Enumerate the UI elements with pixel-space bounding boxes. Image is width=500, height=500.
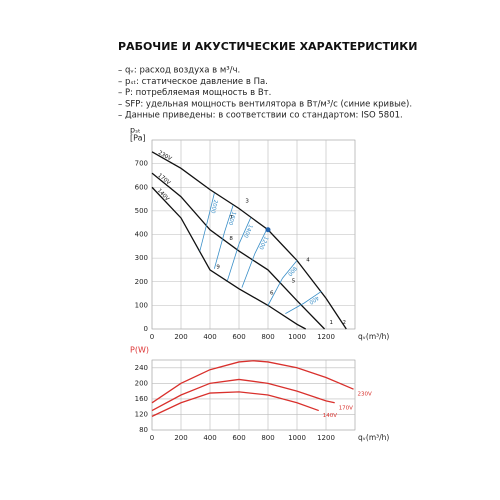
- y-tick-label: 240: [135, 364, 148, 372]
- x-axis-label: qᵥ(m³/h): [358, 433, 389, 442]
- x-axis-label: qᵥ(m³/h): [358, 332, 389, 341]
- curve-label: 230V: [358, 392, 372, 398]
- x-tick-label: 400: [203, 434, 216, 442]
- sfp-curve: [213, 204, 234, 269]
- y-tick-label: 600: [135, 183, 148, 191]
- y-tick-label: 300: [135, 254, 148, 262]
- curve: [151, 391, 319, 417]
- point-label: 3: [245, 198, 249, 204]
- curve-label: 2000: [209, 199, 218, 215]
- note: – Данные приведены: в соответствии со ст…: [118, 111, 403, 121]
- x-tick-label: 1200: [317, 434, 335, 442]
- x-tick-label: 400: [203, 333, 216, 341]
- title: РАБОЧИЕ И АКУСТИЧЕСКИЕ ХАРАКТЕРИСТИКИ: [118, 40, 417, 53]
- y-tick-label: 120: [135, 410, 148, 418]
- curve-label: 800: [286, 265, 298, 277]
- y-tick-label: 500: [135, 207, 148, 215]
- curve: [151, 186, 307, 330]
- y-tick-label: 200: [135, 278, 148, 286]
- curve: [151, 378, 335, 412]
- x-tick-label: 200: [174, 434, 187, 442]
- note: – qᵥ: расход воздуха в м³/ч.: [118, 66, 240, 76]
- y-tick-label: 400: [135, 231, 148, 239]
- y-tick-label: 100: [135, 301, 148, 309]
- y-tick-label: 200: [135, 379, 148, 387]
- curve: [151, 172, 326, 330]
- point-label: 8: [229, 236, 233, 242]
- note: – SFP: удельная мощность вентилятора в В…: [118, 99, 412, 109]
- curve-label: 140V: [323, 413, 337, 419]
- sfp-curve: [227, 217, 251, 281]
- point-label: 5: [292, 279, 296, 285]
- x-tick-label: 0: [150, 333, 154, 341]
- y-tick-label: 700: [135, 160, 148, 168]
- x-tick-label: 800: [261, 333, 274, 341]
- curve: [151, 360, 354, 404]
- curve-label: 1400: [242, 223, 253, 239]
- x-tick-label: 200: [174, 333, 187, 341]
- x-tick-label: 600: [232, 333, 245, 341]
- curve-label: 170V: [156, 173, 171, 187]
- y-tick-label: 0: [144, 325, 148, 333]
- y-axis-label: P(W): [130, 346, 149, 355]
- y-axis-label: [Pa]: [130, 134, 146, 143]
- curve-label: 230V: [157, 150, 173, 162]
- note: – P: потребляемая мощность в Вт.: [118, 88, 271, 98]
- y-axis-label: pₛₜ: [130, 126, 140, 135]
- x-tick-label: 1000: [288, 434, 306, 442]
- x-tick-label: 800: [261, 434, 274, 442]
- y-tick-label: 80: [139, 426, 148, 434]
- sfp-curve: [241, 229, 267, 288]
- sfp-curve: [199, 193, 215, 252]
- point-label: 9: [216, 264, 220, 270]
- point-label: 7: [229, 215, 233, 221]
- curve-label: 1200: [257, 235, 269, 251]
- point-label: 2: [343, 320, 347, 326]
- curve-label: 400: [307, 294, 319, 305]
- y-tick-label: 160: [135, 395, 148, 403]
- curve-label: 170V: [339, 405, 353, 411]
- sfp-curve: [267, 260, 298, 306]
- x-tick-label: 1000: [288, 333, 306, 341]
- x-tick-label: 600: [232, 434, 245, 442]
- operating-point: [265, 227, 271, 233]
- curve-label: 1600: [226, 211, 236, 227]
- point-label: 4: [306, 257, 310, 263]
- note: – pₛₜ: статическое давление в Па.: [118, 77, 268, 87]
- point-label: 1: [329, 320, 333, 326]
- x-tick-label: 1200: [317, 333, 335, 341]
- x-tick-label: 0: [150, 434, 154, 442]
- point-label: 6: [270, 290, 274, 296]
- curve-label: 140V: [156, 188, 170, 203]
- sfp-curve: [285, 290, 322, 314]
